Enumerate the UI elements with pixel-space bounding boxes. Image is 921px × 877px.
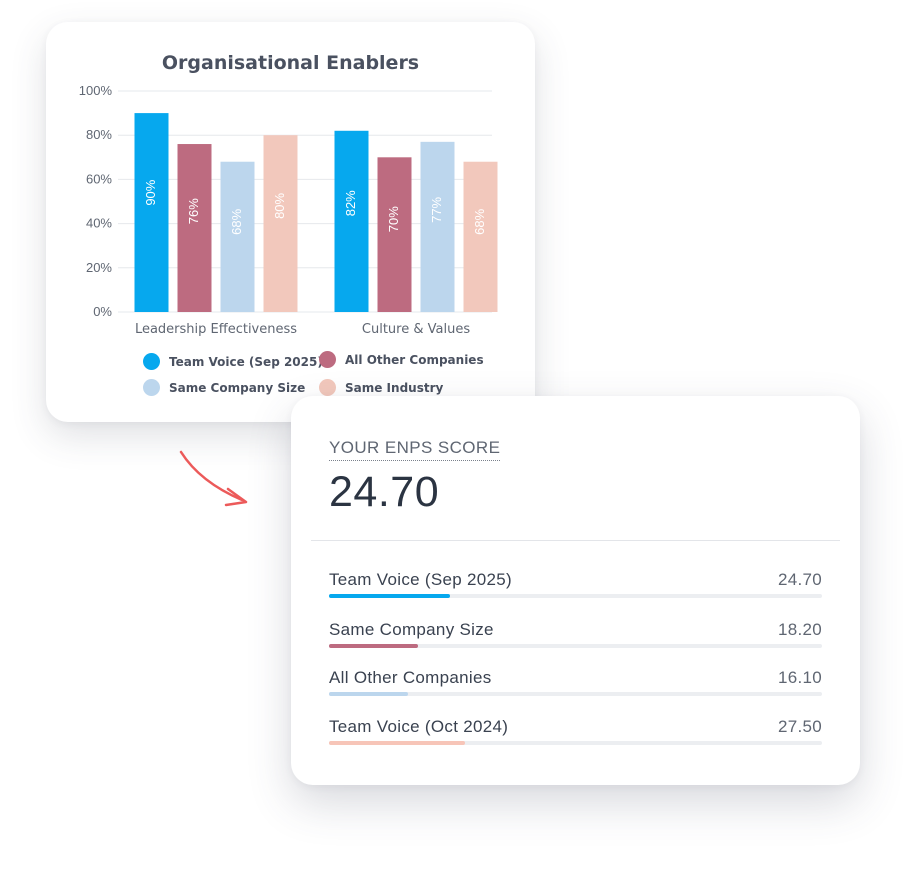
enps-row: All Other Companies 16.10 <box>329 668 822 704</box>
legend-label: Same Industry <box>345 380 444 395</box>
enps-row: Team Voice (Oct 2024) 27.50 <box>329 717 822 753</box>
bar <box>134 113 169 312</box>
bar <box>377 157 412 312</box>
bar <box>334 130 369 312</box>
bar <box>177 144 212 312</box>
enps-row-value: 24.70 <box>777 570 822 589</box>
y-tick-label: 40% <box>86 216 112 231</box>
y-tick-label: 20% <box>86 260 112 275</box>
enps-row: Team Voice (Sep 2025) 24.70 <box>329 570 822 606</box>
data-label: 68% <box>472 208 487 234</box>
chart-title: Organisational Enablers <box>161 52 420 74</box>
bar <box>263 135 298 312</box>
y-tick-label: 100% <box>79 83 113 98</box>
legend-label: Team Voice (Sep 2025) <box>169 354 323 369</box>
x-tick-label: Leadership Effectiveness <box>135 322 297 337</box>
legend-item: Same Industry <box>319 379 443 396</box>
divider <box>311 540 840 541</box>
enps-score: 24.70 <box>329 468 440 516</box>
enps-row-value: 16.10 <box>777 668 822 687</box>
enps-progress-fill <box>329 741 465 745</box>
enps-row-label: Team Voice (Oct 2024) <box>329 717 509 736</box>
enps-progress-track <box>329 594 822 598</box>
bar-chart: 0% 20% 40% 60% 80% 100% 90% 76% 68% 80% Leadership… <box>79 83 498 337</box>
enps-row-value: 18.20 <box>777 620 822 639</box>
enps-progress-fill <box>329 594 450 598</box>
enps-progress-fill <box>329 692 408 696</box>
enps-row: Same Company Size 18.20 <box>329 620 822 656</box>
data-label: 76% <box>186 198 201 224</box>
legend-label: Same Company Size <box>169 380 306 395</box>
data-label: 77% <box>429 196 444 222</box>
enps-row-label: Team Voice (Sep 2025) <box>329 570 513 589</box>
arrow-head <box>224 487 248 507</box>
y-tick-label: 0% <box>93 304 112 319</box>
enps-row-label: All Other Companies <box>329 668 492 687</box>
legend-label: All Other Companies <box>345 352 484 367</box>
enps-row-label: Same Company Size <box>329 620 494 639</box>
enps-row-value: 27.50 <box>777 717 822 736</box>
enps-heading: YOUR ENPS SCORE <box>329 438 501 461</box>
data-label: 90% <box>143 179 158 205</box>
legend-item: All Other Companies <box>319 351 484 368</box>
arrow-shaft <box>179 450 244 502</box>
bar <box>420 141 455 312</box>
legend-swatch <box>319 379 336 396</box>
enps-progress-track <box>329 644 822 648</box>
legend-swatch <box>143 353 160 370</box>
data-label: 80% <box>272 192 287 218</box>
enps-progress-track <box>329 692 822 696</box>
enps-progress-track <box>329 741 822 745</box>
enps-card: YOUR ENPS SCORE 24.70 Team Voice (Sep 20… <box>291 396 860 785</box>
data-label: 68% <box>229 208 244 234</box>
chart-card: Organisational Enablers 0% 20% 40% 60% 80% 10… <box>46 22 535 422</box>
y-tick-label: 60% <box>86 171 112 186</box>
data-label: 70% <box>386 206 401 232</box>
legend-swatch <box>143 379 160 396</box>
data-label: 82% <box>343 190 358 216</box>
bar <box>220 161 255 312</box>
legend-item: Team Voice (Sep 2025) <box>143 353 323 370</box>
bar <box>463 161 498 312</box>
x-tick-label: Culture & Values <box>362 322 470 337</box>
y-tick-label: 80% <box>86 127 112 142</box>
legend-swatch <box>319 351 336 368</box>
legend-item: Same Company Size <box>143 379 305 396</box>
enps-progress-fill <box>329 644 418 648</box>
